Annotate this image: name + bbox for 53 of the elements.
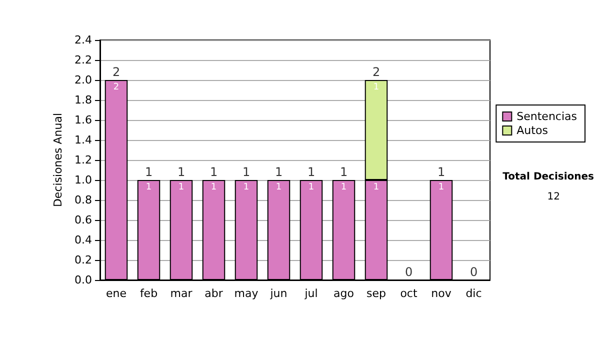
data-label: 1 bbox=[308, 182, 314, 192]
total-label: 2 bbox=[112, 65, 120, 79]
x-tick-label: jun bbox=[269, 287, 288, 300]
data-label: 1 bbox=[146, 182, 152, 192]
total-label: 1 bbox=[437, 165, 446, 179]
total-label: 1 bbox=[274, 165, 283, 179]
x-tick-label: mar bbox=[170, 287, 193, 300]
y-tick-label: 1.4 bbox=[74, 134, 92, 146]
x-tick-label: dic bbox=[466, 287, 482, 300]
data-label: 1 bbox=[178, 182, 184, 192]
total-label: 0 bbox=[404, 265, 413, 279]
y-tick-label: 1.0 bbox=[74, 174, 92, 186]
y-tick-label: 1.6 bbox=[74, 114, 92, 126]
text: 12 bbox=[547, 192, 560, 202]
y-tick-label: 0.0 bbox=[74, 274, 92, 286]
total-label: 1 bbox=[177, 165, 186, 179]
total-label: 1 bbox=[144, 165, 153, 179]
total-label: 0 bbox=[470, 265, 478, 279]
x-tick-label: feb bbox=[140, 287, 158, 300]
y-tick-label: 1.8 bbox=[74, 94, 92, 106]
y-tick-label: 2.0 bbox=[74, 74, 92, 86]
x-tick-label: abr bbox=[204, 287, 224, 300]
total-label: 1 bbox=[210, 165, 218, 179]
data-label: 2 bbox=[113, 82, 120, 92]
y-tick-label: 2.2 bbox=[74, 54, 92, 66]
x-tick-label: may bbox=[234, 287, 259, 300]
data-label: 1 bbox=[276, 182, 282, 192]
total-label: 1 bbox=[242, 165, 250, 179]
y-tick-label: 2.4 bbox=[74, 34, 92, 46]
x-tick-label: jul bbox=[304, 287, 318, 300]
y-tick-label: 1.2 bbox=[74, 154, 92, 166]
data-label: 1 bbox=[373, 82, 380, 92]
data-label: 1 bbox=[373, 182, 380, 192]
y-tick-label: 0.4 bbox=[74, 234, 92, 246]
total-label: 2 bbox=[372, 65, 380, 79]
total-label: 1 bbox=[340, 165, 348, 179]
total-label: 1 bbox=[307, 165, 316, 179]
text: Total Decisiones bbox=[502, 172, 594, 182]
x-tick-label: oct bbox=[400, 287, 418, 300]
y-tick-label: 0.8 bbox=[74, 194, 92, 206]
data-label: 1 bbox=[243, 182, 250, 192]
x-tick-label: sep bbox=[366, 287, 386, 300]
y-tick-label: 0.2 bbox=[74, 254, 92, 266]
y-tick-label: 0.6 bbox=[74, 214, 92, 226]
legend-label: Sentencias bbox=[516, 110, 578, 123]
x-tick-label: ene bbox=[106, 287, 127, 300]
x-tick-label: nov bbox=[431, 287, 452, 300]
y-axis-title: Decisiones Anual bbox=[52, 112, 65, 208]
legend-label: Autos bbox=[516, 124, 548, 137]
data-label: 1 bbox=[340, 182, 347, 192]
data-label: 1 bbox=[438, 182, 444, 192]
x-tick-label: ago bbox=[334, 287, 354, 300]
data-label: 1 bbox=[210, 182, 217, 192]
